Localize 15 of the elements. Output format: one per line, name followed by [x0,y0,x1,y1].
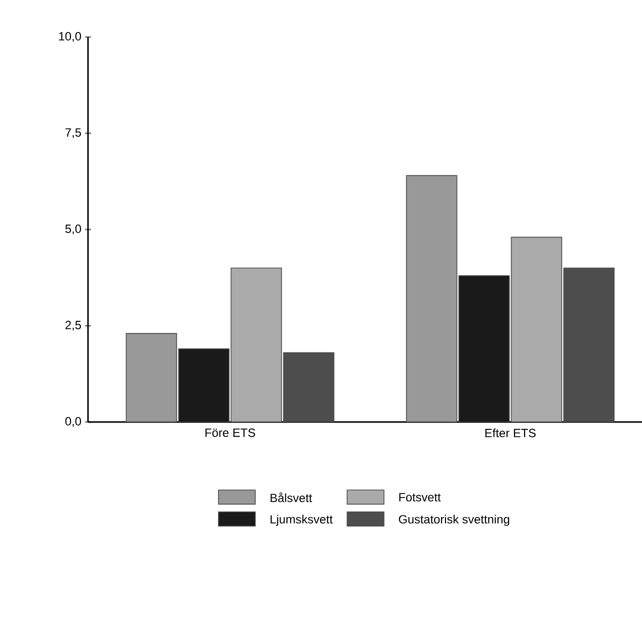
bar [406,175,458,422]
y-tick-label: 5,0 [65,224,82,234]
y-tick-label: 2,5 [65,320,81,331]
legend-label: Bålsvett [270,492,312,502]
legend-label: Ljumsksvett [270,514,333,526]
x-tick-label: Före ETS [205,428,256,437]
bar [230,268,282,422]
x-tick-label: Efter ETS [485,428,536,438]
bar [510,236,562,422]
legend-label: Fotsvett [399,493,441,502]
legend-label: Gustatorisk svettning [398,514,510,526]
y-tick-label: 7,5 [65,128,81,138]
bar [126,333,178,422]
y-tick-label: 10,0 [59,32,82,42]
y-tick-label: 0,0 [65,417,82,427]
